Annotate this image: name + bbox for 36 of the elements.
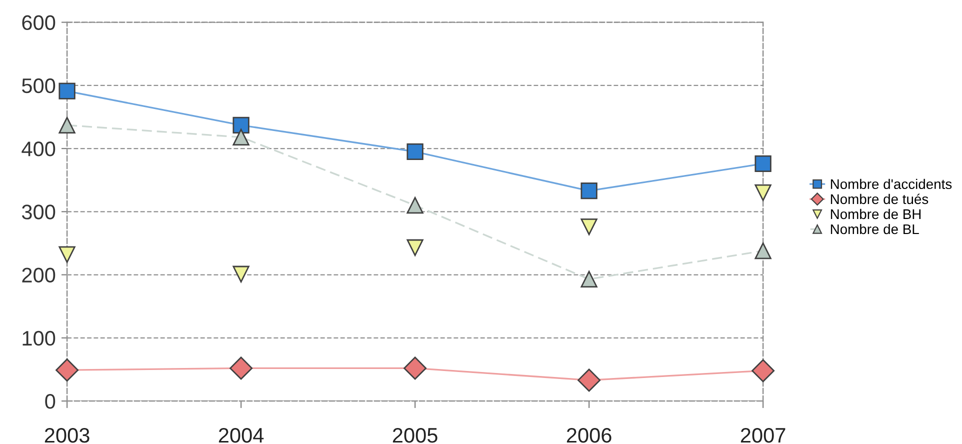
- legend-label: Nombre de BH: [830, 208, 921, 220]
- point: [754, 155, 772, 172]
- x-tick-label: 2005: [392, 428, 438, 443]
- y-tick-label: 300: [22, 204, 56, 220]
- point: [232, 266, 250, 282]
- x-tick-label: 2007: [740, 428, 786, 443]
- point: [580, 270, 598, 288]
- x-tick-label: 2004: [218, 428, 264, 443]
- legend-label: Nombre de tués: [830, 194, 928, 204]
- y-tick-label: 0: [45, 394, 56, 409]
- x-tick-label: 2003: [44, 428, 90, 443]
- point: [58, 82, 76, 100]
- y-tick-label: 400: [22, 142, 56, 156]
- legend-label: Nombre de BL: [830, 224, 919, 234]
- point: [232, 116, 250, 134]
- point: [752, 359, 775, 382]
- y-tick-label: 600: [22, 15, 56, 30]
- point: [56, 358, 79, 382]
- x-tick-label: 2006: [566, 428, 612, 443]
- point: [232, 128, 250, 146]
- point: [230, 356, 253, 380]
- point: [580, 182, 598, 200]
- point: [406, 239, 424, 256]
- point: [406, 197, 424, 214]
- point: [578, 368, 601, 392]
- point: [58, 246, 76, 263]
- point: [58, 116, 76, 134]
- point: [754, 242, 772, 260]
- point: [580, 218, 598, 236]
- point: [404, 356, 427, 380]
- point: [754, 184, 772, 202]
- y-tick-label: 200: [22, 268, 56, 283]
- point: [406, 143, 424, 160]
- y-tick-label: 100: [22, 330, 56, 346]
- legend-label: Nombre d'accidents: [830, 178, 952, 190]
- y-tick-label: 500: [22, 78, 56, 94]
